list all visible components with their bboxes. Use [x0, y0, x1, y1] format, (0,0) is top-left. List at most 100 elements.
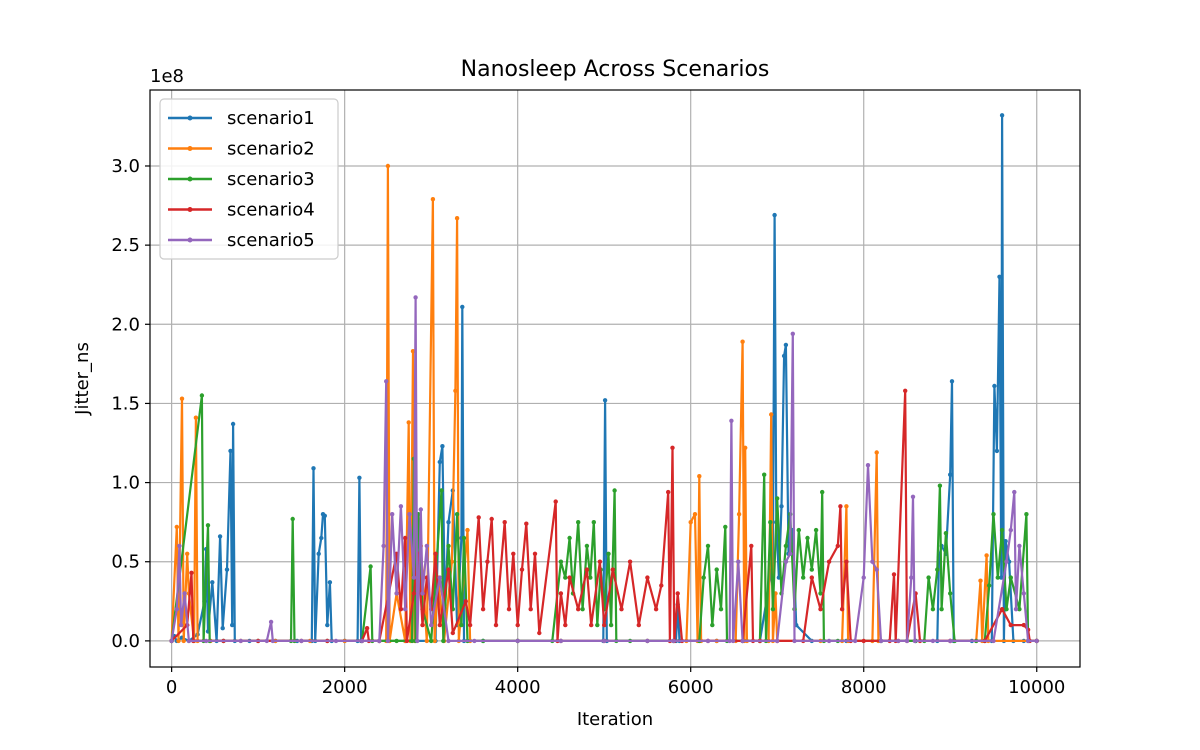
data-point: [403, 607, 408, 612]
data-point: [524, 521, 529, 526]
data-point: [602, 622, 607, 628]
data-point: [181, 638, 186, 644]
data-point: [224, 567, 230, 572]
data-point: [740, 339, 745, 344]
data-point: [450, 630, 455, 636]
data-point: [454, 512, 460, 517]
data-point: [597, 559, 603, 564]
legend-marker: [187, 146, 193, 151]
data-point: [1024, 512, 1029, 517]
series-scenario5: [169, 295, 1039, 644]
legend: scenario1 scenario2 scenario3 scenario4 scen…: [159, 98, 339, 260]
data-point: [1021, 591, 1026, 596]
data-point: [826, 559, 832, 564]
legend-item: scenario1: [168, 108, 315, 129]
data-point: [199, 393, 205, 398]
data-point: [364, 626, 370, 631]
data-point: [359, 638, 365, 644]
data-point: [437, 622, 442, 628]
data-point: [1017, 607, 1022, 612]
data-point: [563, 575, 568, 580]
data-point: [743, 445, 748, 450]
data-point: [710, 622, 715, 628]
data-point: [903, 388, 908, 393]
data-point: [835, 543, 840, 549]
data-point: [174, 524, 179, 530]
data-point: [688, 520, 693, 525]
data-point: [440, 444, 445, 449]
data-point: [311, 466, 316, 471]
data-point: [322, 513, 327, 518]
data-point: [727, 638, 732, 644]
data-point: [576, 520, 581, 525]
data-point: [439, 488, 444, 493]
data-point: [994, 448, 1000, 454]
data-point: [1003, 539, 1008, 544]
data-point: [772, 212, 777, 218]
x-tick-label: 4000: [495, 677, 541, 698]
data-point: [169, 638, 174, 644]
data-point: [912, 638, 917, 644]
data-point: [398, 504, 404, 509]
data-point: [325, 622, 330, 628]
data-point: [790, 331, 795, 336]
data-point: [926, 575, 931, 580]
data-point: [930, 607, 936, 612]
y-axis-offset-label: 1e8: [150, 66, 184, 87]
data-point: [403, 535, 408, 541]
data-point: [584, 567, 590, 572]
data-point: [446, 567, 451, 572]
data-point: [424, 638, 429, 644]
data-point: [377, 638, 382, 644]
data-point: [433, 551, 438, 556]
data-point: [796, 527, 801, 533]
data-point: [429, 638, 434, 644]
data-point: [407, 512, 412, 517]
data-point: [441, 638, 446, 644]
data-point: [465, 527, 470, 533]
data-point: [736, 559, 741, 564]
data-point: [978, 578, 983, 583]
y-tick-label: 3.0: [111, 156, 140, 177]
data-point: [801, 575, 806, 580]
data-point: [896, 638, 901, 644]
data-point: [193, 415, 199, 420]
data-point: [749, 543, 754, 549]
data-point: [420, 622, 425, 628]
data-point: [410, 349, 416, 354]
data-point: [411, 575, 417, 580]
data-point: [454, 216, 460, 221]
data-point: [595, 622, 600, 628]
data-point: [268, 619, 274, 625]
data-point: [567, 535, 572, 541]
data-point: [413, 295, 418, 300]
data-point: [210, 580, 215, 585]
data-point: [809, 575, 814, 580]
data-point: [844, 559, 849, 564]
data-point: [992, 383, 997, 389]
data-point: [666, 489, 671, 495]
data-point: [991, 638, 996, 644]
data-point: [878, 638, 884, 644]
data-point: [420, 591, 425, 596]
data-point: [463, 599, 468, 604]
data-point: [485, 559, 490, 564]
data-point: [437, 459, 442, 465]
data-point: [404, 638, 410, 644]
data-point: [493, 622, 499, 628]
data-point: [385, 638, 391, 644]
data-point: [553, 499, 558, 504]
data-point: [424, 543, 429, 549]
data-point: [762, 472, 767, 477]
data-point: [528, 607, 533, 612]
data-point: [995, 575, 1000, 580]
legend-marker: [187, 237, 193, 243]
data-point: [385, 163, 391, 169]
data-point: [602, 398, 608, 403]
data-point: [394, 591, 399, 596]
data-point: [935, 567, 940, 572]
data-point: [999, 575, 1004, 580]
data-point: [948, 472, 953, 477]
data-point: [270, 638, 275, 644]
data-point: [999, 607, 1005, 612]
